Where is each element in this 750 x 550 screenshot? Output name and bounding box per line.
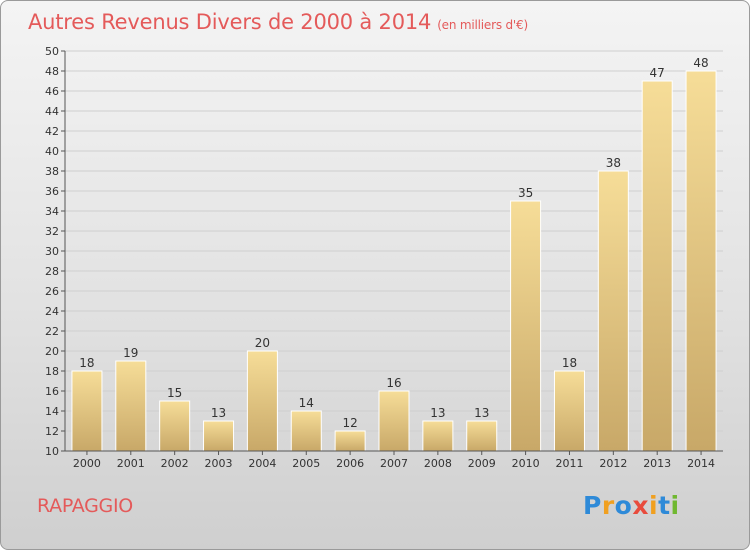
y-tick-label: 42 (45, 125, 59, 138)
x-tick-label: 2013 (643, 457, 671, 470)
y-tick-label: 22 (45, 325, 59, 338)
logo-letter: r (601, 491, 615, 520)
x-tick-label: 2005 (292, 457, 320, 470)
y-tick-label: 14 (45, 405, 59, 418)
y-tick-label: 46 (45, 85, 59, 98)
x-tick-label: 2007 (380, 457, 408, 470)
y-tick-label: 38 (45, 165, 59, 178)
bar-2004 (246, 350, 278, 452)
bar-2002 (159, 400, 191, 452)
x-tick-label: 2014 (687, 457, 715, 470)
bar-2010 (510, 200, 542, 452)
x-tick-label: 2006 (336, 457, 364, 470)
logo-letter: i (649, 491, 659, 520)
value-label: 13 (211, 406, 226, 420)
value-label: 18 (79, 356, 94, 370)
bars (71, 70, 717, 452)
y-tick-label: 50 (45, 45, 59, 58)
bar-2005 (290, 410, 322, 452)
value-label: 47 (650, 66, 665, 80)
x-tick-label: 2011 (555, 457, 583, 470)
y-tick-label: 48 (45, 65, 59, 78)
logo-letter: i (670, 491, 680, 520)
bar-2007 (378, 390, 410, 452)
bar-2000 (71, 370, 103, 452)
value-label: 38 (606, 156, 621, 170)
y-tick-label: 32 (45, 225, 59, 238)
bar-2006 (334, 430, 366, 452)
x-tick-label: 2001 (117, 457, 145, 470)
title-text: Autres Revenus Divers de 2000 à 2014 (28, 10, 432, 34)
y-tick-label: 24 (45, 305, 59, 318)
y-tick-label: 34 (45, 205, 59, 218)
bar-2008 (422, 420, 454, 452)
y-tick-label: 28 (45, 265, 59, 278)
logo-letter: P (583, 491, 602, 520)
value-label: 14 (299, 396, 314, 410)
x-tick-label: 2002 (161, 457, 189, 470)
axes (61, 50, 723, 455)
bar-2013 (641, 80, 673, 452)
bar-2014 (685, 70, 717, 452)
commune-name: RAPAGGIO (37, 495, 133, 517)
logo-letter: x (632, 491, 649, 520)
value-label: 20 (255, 336, 270, 350)
value-label: 19 (123, 346, 138, 360)
y-tick-label: 16 (45, 385, 59, 398)
y-tick-label: 10 (45, 445, 59, 458)
labels: 10 12 14 16 18 20 22 24 26 28 30 32 34 36 38 40 42 44 46 48… (45, 45, 715, 470)
x-tick-label: 2009 (468, 457, 496, 470)
value-label: 12 (342, 416, 357, 430)
bar-2011 (553, 370, 585, 452)
bar-2001 (115, 360, 147, 452)
x-tick-label: 2012 (599, 457, 627, 470)
bar-2009 (466, 420, 498, 452)
y-tick-label: 44 (45, 105, 59, 118)
chart-title: Autres Revenus Divers de 2000 à 2014 (en … (28, 10, 528, 34)
y-tick-label: 30 (45, 245, 59, 258)
value-label: 13 (474, 406, 489, 420)
unit-label: (en milliers d'€) (437, 18, 528, 32)
x-tick-label: 2003 (205, 457, 233, 470)
value-label: 35 (518, 186, 533, 200)
y-tick-label: 18 (45, 365, 59, 378)
value-label: 15 (167, 386, 182, 400)
x-tick-label: 2004 (248, 457, 276, 470)
y-tick-label: 36 (45, 185, 59, 198)
value-label: 13 (430, 406, 445, 420)
x-tick-label: 2010 (512, 457, 540, 470)
value-label: 48 (693, 56, 708, 70)
y-tick-label: 20 (45, 345, 59, 358)
y-tick-label: 12 (45, 425, 59, 438)
y-tick-label: 40 (45, 145, 59, 158)
y-tick-label: 26 (45, 285, 59, 298)
logo-letter: o (614, 491, 633, 520)
logo-letter: t (658, 491, 671, 520)
proxiti-logo: Proxiti (583, 491, 680, 520)
value-label: 18 (562, 356, 577, 370)
bar-2012 (597, 170, 629, 452)
x-tick-label: 2000 (73, 457, 101, 470)
x-tick-label: 2008 (424, 457, 452, 470)
bar-2003 (203, 420, 235, 452)
value-label: 16 (386, 376, 401, 390)
